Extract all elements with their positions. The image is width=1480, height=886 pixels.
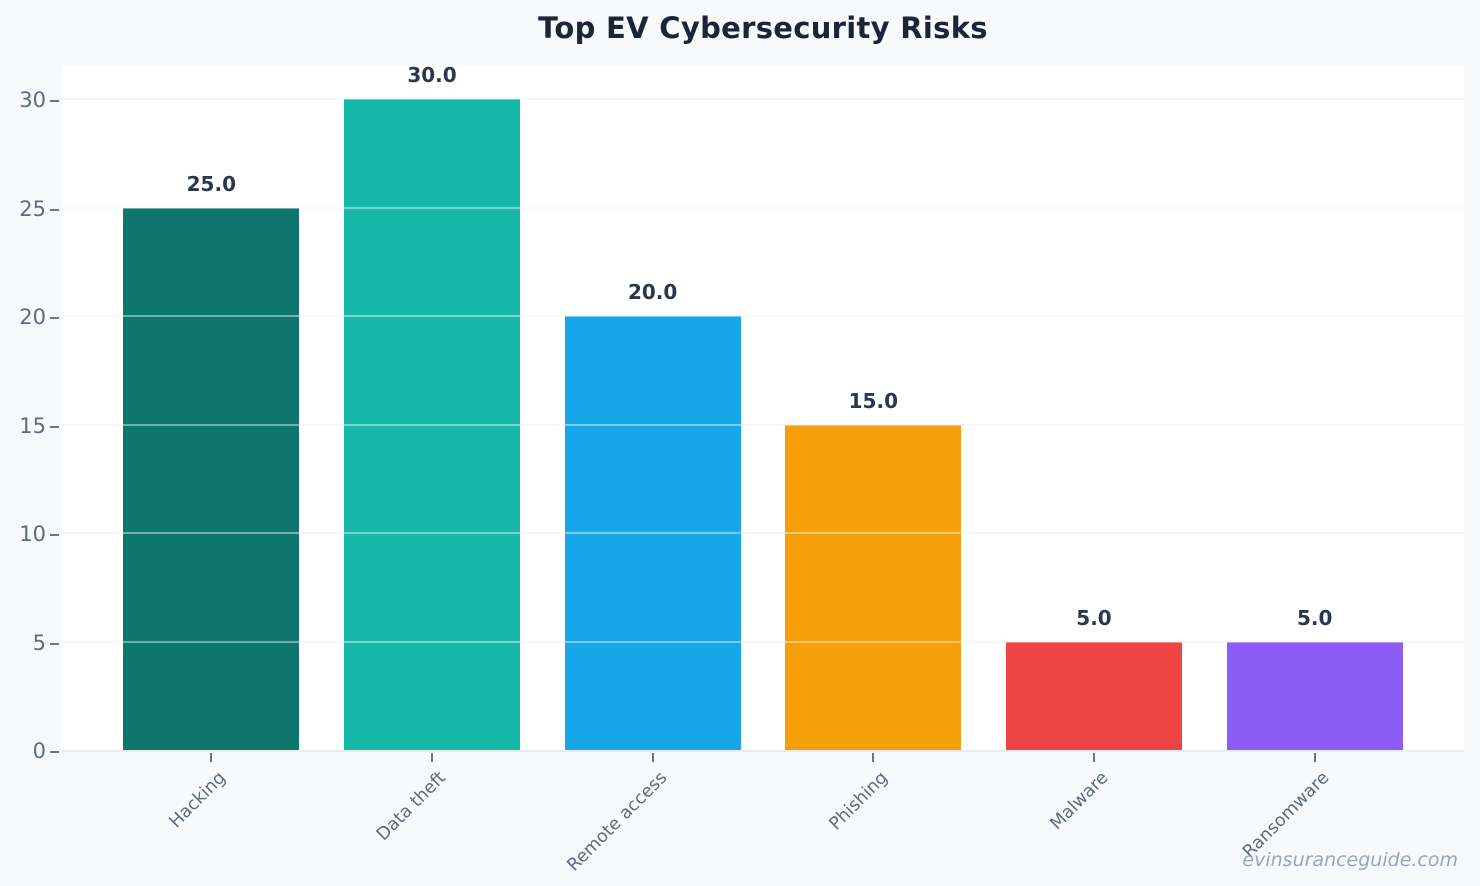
y-axis-tick-mark	[50, 425, 59, 428]
y-axis-tick-label: 15	[19, 413, 46, 438]
bar-value-label: 5.0	[1296, 605, 1333, 630]
gridline	[62, 532, 1464, 535]
y-axis-tick-label: 0	[32, 739, 46, 763]
bar-hacking	[123, 207, 300, 750]
x-axis-tick-label: Malware	[1046, 768, 1113, 834]
gridline	[62, 98, 1464, 101]
gridline-overlay	[62, 98, 1464, 101]
y-axis-tick-label: 10	[19, 522, 46, 546]
y-axis-tick-label: 5	[32, 630, 46, 655]
y-axis-tick-mark	[50, 317, 59, 319]
bar-value-label: 5.0	[1076, 605, 1112, 630]
gridline-overlay	[62, 206, 1464, 209]
x-axis-tick-label: Ransomware	[1238, 768, 1333, 863]
bar-value-label: 30.0	[407, 63, 457, 88]
x-axis-tick-mark	[872, 753, 875, 762]
bar-malware	[1006, 641, 1182, 750]
y-axis-tick-mark	[50, 642, 59, 645]
plot-area: 25.0 30.0 20.0 15.0 5.0 5.0	[62, 63, 1464, 752]
x-axis-tick-label: Remote access	[563, 768, 671, 876]
y-axis-tick-mark	[50, 208, 59, 211]
watermark: evinsuranceguide.com	[1242, 849, 1458, 871]
y-axis-tick-mark	[50, 534, 59, 536]
bar-value-label: 15.0	[848, 388, 898, 413]
chart-title: Top EV Cybersecurity Risks	[538, 11, 988, 45]
y-axis-tick-mark	[50, 751, 59, 753]
x-axis-tick-label: Hacking	[165, 768, 230, 833]
x-axis-tick-mark	[1313, 753, 1316, 762]
gridline	[62, 206, 1464, 209]
y-axis-tick-mark	[50, 100, 59, 103]
x-axis-tick-label: Data theft	[373, 768, 451, 845]
gridline-overlay	[62, 315, 1464, 318]
y-axis-tick-label: 20	[19, 305, 46, 329]
y-axis-tick-label: 25	[19, 196, 46, 221]
x-axis-tick-mark	[431, 753, 433, 762]
gridline-overlay	[62, 532, 1464, 535]
gridline	[62, 315, 1464, 318]
y-axis-tick-label: 30	[19, 88, 46, 113]
x-axis-tick-mark	[1093, 753, 1095, 762]
gridline-overlay	[62, 423, 1464, 426]
x-axis-tick-mark	[210, 753, 213, 762]
gridline-overlay	[62, 640, 1464, 643]
gridline	[62, 640, 1464, 643]
bar-phishing	[785, 424, 962, 750]
x-axis-tick-label: Phishing	[825, 768, 892, 835]
bar-value-label: 20.0	[627, 280, 678, 305]
bar-data-theft	[344, 99, 520, 750]
gridline	[62, 423, 1464, 426]
bar-value-label: 25.0	[186, 171, 236, 196]
bar-remote-access	[564, 316, 741, 750]
x-axis-tick-mark	[651, 753, 654, 762]
bar-ransomware	[1226, 641, 1403, 750]
